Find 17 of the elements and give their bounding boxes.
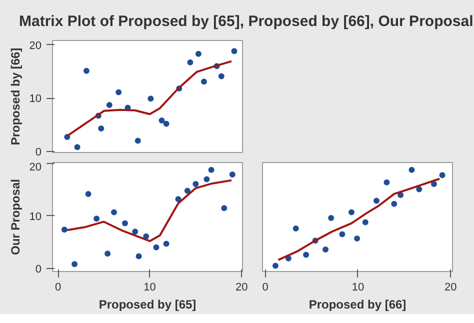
x-tick-label: 0 [54,282,62,294]
x-tick-label: 10 [352,282,364,294]
x-tick-label: 10 [144,282,156,294]
y-tick-label: 0 [35,146,42,158]
x-tick-label: 20 [235,282,248,294]
x-axis-title: Proposed by [65] [98,298,196,312]
y-tick-label: 10 [29,93,42,106]
y-axis-title: Proposed by [66] [8,48,22,146]
x-tick-label: 0 [262,282,268,294]
chart-title: Matrix Plot of Proposed by [65], Proposed by [66], Our Proposal [19,12,474,32]
x-tick-label: 20 [444,282,457,294]
y-tick-label: 20 [29,162,42,174]
y-tick-label: 20 [29,40,42,52]
y-tick-label: 10 [29,210,42,223]
y-tick-label: 0 [35,263,42,276]
y-axis-title: Our Proposal [8,178,22,256]
x-axis-title: Proposed by [66] [308,298,406,312]
